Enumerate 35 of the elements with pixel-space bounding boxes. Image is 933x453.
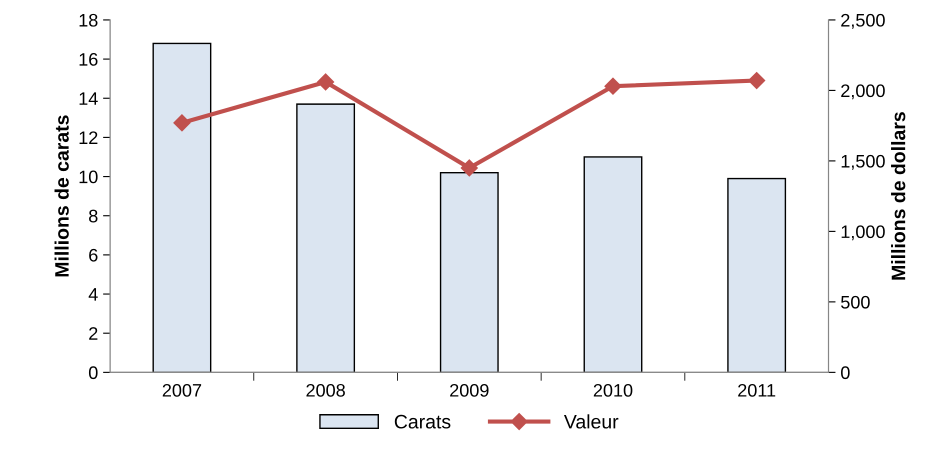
y2-tick-label: 2,500 xyxy=(841,14,885,29)
bar xyxy=(152,42,212,372)
point xyxy=(604,78,622,95)
y-tick-label: 6 xyxy=(89,248,98,262)
y-tick-label: 8 xyxy=(89,210,98,222)
bar xyxy=(727,178,786,372)
point xyxy=(460,159,478,177)
y-tick-label: 10 xyxy=(80,170,98,184)
point xyxy=(748,72,766,90)
y-tick-label: 18 xyxy=(80,14,98,27)
point xyxy=(173,114,190,132)
y2-tick-label: 0 xyxy=(841,366,850,380)
x-tick-label: 2008 xyxy=(306,384,345,397)
x-tick-label: 2007 xyxy=(162,384,202,397)
y-tick-label: 14 xyxy=(80,92,98,105)
y-axis-title: Millions de carats xyxy=(54,115,69,276)
y2-axis-title: Millions de dollars xyxy=(891,112,906,280)
bar xyxy=(296,103,356,372)
y-tick-label: 2 xyxy=(89,327,98,340)
point xyxy=(317,73,334,91)
legend-label: Valeur xyxy=(564,414,618,429)
y-tick-label: 0 xyxy=(88,366,98,380)
x-tick-label: 2009 xyxy=(450,384,489,397)
y-tick-label: 4 xyxy=(88,288,98,301)
legend-label: Carats xyxy=(394,414,450,429)
x-tick-label: 2011 xyxy=(738,384,776,397)
y2-tick-label: 2,000 xyxy=(841,84,885,100)
x-tick-label: 2010 xyxy=(594,384,632,397)
y-tick-label: 16 xyxy=(80,53,98,66)
y-tick-label: 12 xyxy=(80,131,98,144)
bar xyxy=(440,172,499,372)
bar xyxy=(584,156,642,372)
y2-tick-label: 1,000 xyxy=(842,225,885,240)
y2-tick-label: 500 xyxy=(841,296,870,309)
y2-tick-label: 1,500 xyxy=(842,154,885,170)
